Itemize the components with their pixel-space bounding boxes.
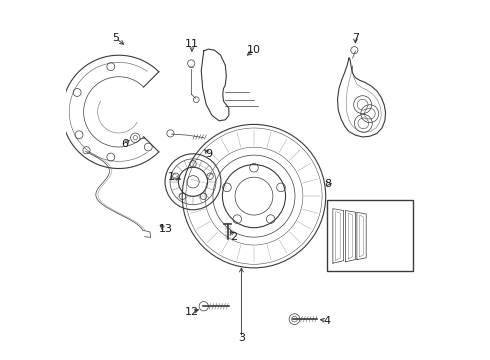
Text: 3: 3 bbox=[238, 333, 245, 343]
Text: 13: 13 bbox=[158, 225, 172, 234]
Text: 5: 5 bbox=[112, 33, 120, 43]
Text: 9: 9 bbox=[206, 149, 213, 159]
Bar bbox=[327, 200, 413, 271]
Text: 10: 10 bbox=[247, 45, 261, 55]
Text: 12: 12 bbox=[185, 307, 199, 317]
Text: 2: 2 bbox=[230, 232, 237, 242]
Text: 1: 1 bbox=[168, 172, 175, 182]
Text: 4: 4 bbox=[323, 316, 330, 325]
Text: 7: 7 bbox=[352, 33, 359, 43]
Text: 8: 8 bbox=[324, 179, 331, 189]
Text: 6: 6 bbox=[122, 139, 128, 149]
Text: 11: 11 bbox=[185, 40, 199, 49]
